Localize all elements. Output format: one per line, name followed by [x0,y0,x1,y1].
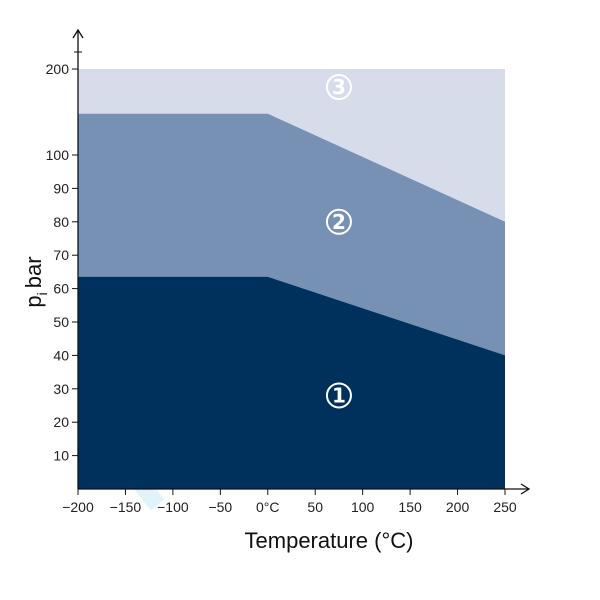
zone-1-badge [325,382,352,409]
y-tick-label: 90 [53,180,69,196]
y-axis-arrow [72,28,84,39]
y-tick-label: 200 [46,61,70,77]
x-tick-label: −200 [62,499,94,515]
zone-2-badge [325,208,352,235]
zone-1-area [78,276,505,489]
y-axis-unit: bar [21,256,46,288]
y-tick-label: 10 [53,448,69,464]
x-tick-label: 250 [493,499,517,515]
zone-2-label: 2 [332,210,346,234]
x-tick-label: 150 [398,499,422,515]
x-tick-label: 200 [446,499,470,515]
x-tick-label: 100 [351,499,375,515]
y-tick-label: 100 [46,147,70,163]
y-tick-label: 50 [53,314,69,330]
zone-3-badge [325,74,352,101]
y-tick-label: 70 [53,247,69,263]
plot-areas [78,69,505,489]
zone-3-label: 3 [332,75,346,99]
axes [72,28,531,495]
x-tick-label: −150 [110,499,142,515]
x-tick-label: −50 [208,499,232,515]
x-axis-title: Temperature (°C) [245,528,414,553]
y-axis-symbol: p [21,295,46,307]
y-axis-subscript: i [34,292,50,295]
y-tick-label: 40 [53,347,69,363]
y-tick-label: 80 [53,214,69,230]
x-tick-label: 0°C [256,499,280,515]
x-tick-label: −100 [157,499,189,515]
x-axis-arrow [520,483,531,495]
y-axis-title: pi bar [21,256,50,307]
zone-1-label: 1 [332,383,346,407]
y-tick-label: 60 [53,281,69,297]
ticks: −200 −150 −100 −50 0°C 50 100 150 200 25010203040… [46,61,517,515]
y-tick-label: 20 [53,414,69,430]
x-tick-label: 50 [307,499,323,515]
y-tick-label: 30 [53,381,69,397]
zone-labels: 1 2 3 [325,74,352,409]
